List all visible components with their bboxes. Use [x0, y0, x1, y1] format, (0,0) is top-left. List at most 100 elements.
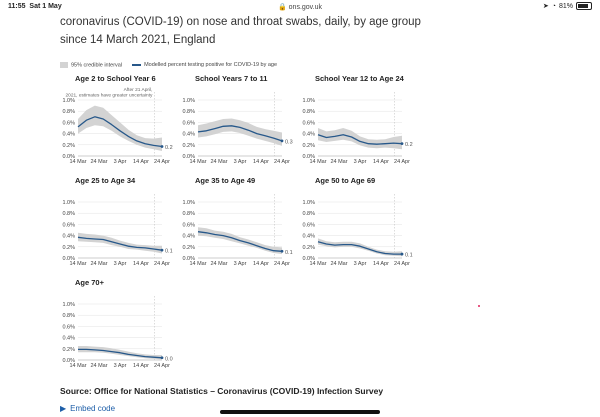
- credible-interval-band: [318, 238, 402, 257]
- y-tick-label: 0.8%: [302, 211, 315, 217]
- end-point: [160, 356, 164, 360]
- x-tick-label: 14 Mar: [69, 159, 86, 165]
- x-tick-label: 14 Apr: [133, 159, 149, 165]
- x-tick-label: 24 Mar: [90, 159, 107, 165]
- y-tick-label: 0.6%: [182, 222, 195, 228]
- panel-title: Age 70+: [75, 278, 105, 287]
- y-tick-label: 1.0%: [182, 98, 195, 104]
- y-tick-label: 0.0%: [182, 256, 195, 262]
- x-tick-label: 24 Mar: [90, 261, 107, 267]
- y-tick-label: 0.4%: [302, 234, 315, 240]
- embed-code-link[interactable]: ▶ Embed code: [60, 404, 115, 413]
- panel-title: Age 25 to Age 34: [75, 176, 136, 185]
- annotation-text: After 21 April,: [124, 87, 153, 93]
- chart-panel: Age 50 to Age 69 0.0% 0.2% 0.4% 0.6% 0.8% 1.0%…: [300, 174, 412, 274]
- end-value-label: 0.2: [405, 142, 413, 148]
- triangle-right-icon: ▶: [60, 404, 67, 413]
- chart-title-line1: coronavirus (COVID-19) on nose and throa…: [60, 16, 421, 28]
- home-indicator[interactable]: [220, 410, 380, 414]
- y-tick-label: 0.2%: [302, 143, 315, 149]
- modelled-line: [78, 348, 163, 359]
- y-tick-label: 0.0%: [62, 358, 75, 364]
- y-tick-label: 0.6%: [182, 120, 195, 126]
- status-bar: 11:55 Sat 1 May 🔒 ons.gov.uk ➤ ◔ 81%: [0, 0, 600, 14]
- end-value-label: 0.0: [165, 356, 173, 362]
- y-tick-label: 0.2%: [182, 245, 195, 251]
- x-tick-label: 24 Mar: [210, 261, 227, 267]
- panel-title: Age 2 to School Year 6: [75, 74, 156, 83]
- source-note: Source: Office for National Statistics –…: [60, 386, 384, 396]
- wifi-icon: ◔: [551, 2, 556, 10]
- modelled-line: [197, 125, 283, 142]
- modelled-line: [317, 241, 402, 255]
- embed-code-label: Embed code: [70, 404, 116, 413]
- x-tick-label: 14 Mar: [189, 261, 206, 267]
- x-tick-label: 24 Apr: [274, 159, 290, 165]
- y-tick-label: 0.6%: [302, 222, 315, 228]
- pointer-dot: [478, 305, 480, 307]
- y-tick-label: 0.4%: [302, 132, 315, 138]
- y-tick-label: 0.4%: [62, 234, 75, 240]
- y-tick-label: 0.0%: [302, 256, 315, 262]
- y-tick-label: 1.0%: [182, 200, 195, 206]
- panel-title: School Years 7 to 11: [195, 74, 267, 83]
- battery-percent: 81%: [558, 2, 573, 10]
- x-tick-label: 14 Mar: [309, 261, 326, 267]
- chart-svg: School Years 7 to 11 0.0% 0.2% 0.4% 0.6% 0.8%…: [182, 74, 293, 165]
- x-tick-label: 24 Apr: [394, 159, 410, 165]
- x-tick-label: 14 Apr: [373, 261, 389, 267]
- y-tick-label: 1.0%: [62, 98, 75, 104]
- x-tick-label: 24 Apr: [154, 159, 170, 165]
- chart-legend: 95% credible interval Modelled percent t…: [60, 62, 277, 68]
- end-value-label: 0.3: [285, 139, 293, 145]
- x-tick-label: 14 Apr: [253, 159, 269, 165]
- x-tick-label: 14 Mar: [69, 261, 86, 267]
- x-tick-label: 3 Apr: [354, 159, 367, 165]
- x-tick-label: 14 Apr: [133, 363, 149, 369]
- end-point: [400, 252, 404, 256]
- x-tick-label: 24 Apr: [394, 261, 410, 267]
- y-tick-label: 0.6%: [62, 120, 75, 126]
- chart-panel: Age 35 to Age 49 0.0% 0.2% 0.4% 0.6% 0.8% 1.0%…: [180, 174, 292, 274]
- y-tick-label: 0.4%: [182, 132, 195, 138]
- y-tick-label: 0.4%: [62, 336, 75, 342]
- address-url[interactable]: 🔒 ons.gov.uk: [277, 4, 322, 11]
- location-icon: ➤: [542, 3, 549, 10]
- x-tick-label: 14 Apr: [133, 261, 149, 267]
- y-tick-label: 0.8%: [182, 211, 195, 217]
- end-value-label: 0.2: [165, 145, 173, 151]
- panel-title: School Year 12 to Age 24: [315, 74, 405, 83]
- x-tick-label: 3 Apr: [234, 159, 247, 165]
- credible-interval-band: [78, 105, 162, 151]
- status-icons: ➤ ◔ 81%: [543, 2, 592, 10]
- end-value-label: 0.1: [405, 253, 413, 259]
- y-tick-label: 0.2%: [62, 143, 75, 149]
- x-tick-label: 24 Mar: [90, 363, 107, 369]
- x-tick-label: 24 Apr: [154, 363, 170, 369]
- y-tick-label: 1.0%: [62, 200, 75, 206]
- x-tick-label: 14 Mar: [309, 159, 326, 165]
- y-tick-label: 0.2%: [182, 143, 195, 149]
- y-tick-label: 1.0%: [302, 98, 315, 104]
- end-value-label: 0.1: [285, 250, 293, 256]
- y-tick-label: 0.2%: [62, 347, 75, 353]
- lock-icon: 🔒: [277, 4, 287, 11]
- y-tick-label: 0.8%: [62, 313, 75, 319]
- y-tick-label: 0.0%: [62, 256, 75, 262]
- x-tick-label: 3 Apr: [114, 159, 127, 165]
- chart-svg: Age 35 to Age 49 0.0% 0.2% 0.4% 0.6% 0.8% 1.0%…: [182, 176, 293, 267]
- credible-interval-band: [198, 118, 282, 146]
- y-tick-label: 0.8%: [182, 109, 195, 115]
- chart-svg: Age 50 to Age 69 0.0% 0.2% 0.4% 0.6% 0.8% 1.0%…: [302, 176, 413, 267]
- chart-svg: Age 25 to Age 34 0.0% 0.2% 0.4% 0.6% 0.8% 1.0%…: [62, 176, 172, 267]
- chart-panel: Age 70+ 0.0% 0.2% 0.4% 0.6% 0.8% 1.0% 0.0 14 Mar…: [60, 276, 172, 376]
- annotation-text: 2021, estimates have greater uncertainty: [66, 93, 154, 99]
- x-tick-label: 14 Apr: [253, 261, 269, 267]
- panel-title: Age 50 to Age 69: [315, 176, 375, 185]
- chart-svg: Age 70+ 0.0% 0.2% 0.4% 0.6% 0.8% 1.0% 0.0 14 Mar…: [62, 278, 173, 369]
- modelled-line: [77, 116, 163, 148]
- x-tick-label: 3 Apr: [354, 261, 367, 267]
- y-tick-label: 0.4%: [182, 234, 195, 240]
- legend-line: Modelled percent testing positive for CO…: [132, 62, 277, 68]
- end-point: [160, 248, 164, 252]
